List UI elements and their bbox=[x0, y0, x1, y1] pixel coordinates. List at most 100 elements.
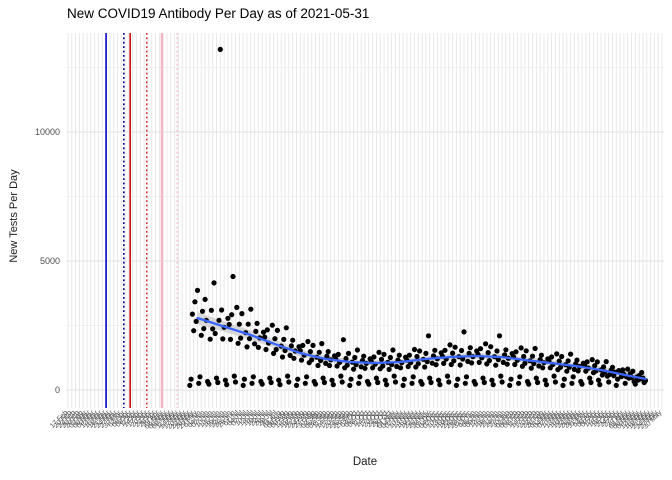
data-point bbox=[594, 359, 600, 365]
data-point bbox=[343, 355, 349, 362]
data-point bbox=[208, 307, 214, 313]
data-point bbox=[194, 287, 201, 293]
data-point bbox=[373, 375, 379, 381]
data-point bbox=[253, 328, 259, 334]
data-point bbox=[288, 343, 294, 349]
data-point bbox=[309, 357, 315, 363]
data-point bbox=[516, 380, 522, 386]
data-point bbox=[518, 345, 524, 351]
data-point bbox=[238, 335, 244, 341]
data-point bbox=[477, 346, 484, 352]
data-point bbox=[538, 352, 545, 358]
data-point bbox=[574, 357, 580, 363]
data-point bbox=[603, 359, 609, 365]
data-point bbox=[215, 379, 221, 386]
data-point bbox=[262, 334, 268, 340]
data-point bbox=[526, 381, 532, 387]
data-point bbox=[472, 381, 478, 387]
data-point bbox=[274, 327, 280, 333]
data-point bbox=[254, 320, 260, 326]
data-point bbox=[498, 373, 504, 379]
data-point bbox=[455, 376, 461, 382]
data-point bbox=[447, 342, 453, 348]
data-point bbox=[622, 380, 628, 386]
data-point bbox=[229, 312, 235, 318]
data-point bbox=[267, 375, 273, 381]
data-point bbox=[387, 354, 393, 361]
data-point bbox=[290, 337, 296, 343]
data-point bbox=[315, 362, 321, 369]
data-point bbox=[271, 350, 277, 356]
data-point bbox=[321, 379, 327, 386]
data-point bbox=[264, 327, 270, 333]
data-point bbox=[535, 379, 541, 386]
data-point bbox=[380, 363, 386, 369]
data-point bbox=[202, 296, 208, 302]
data-point bbox=[496, 333, 503, 339]
data-point bbox=[329, 377, 335, 383]
data-point bbox=[414, 353, 420, 360]
data-point bbox=[382, 377, 388, 383]
data-point bbox=[457, 362, 463, 368]
data-point bbox=[338, 373, 344, 379]
data-point bbox=[216, 317, 222, 323]
data-point bbox=[235, 340, 241, 346]
data-point bbox=[554, 351, 560, 357]
data-point bbox=[552, 379, 559, 385]
data-point bbox=[207, 336, 213, 342]
data-point bbox=[348, 376, 354, 382]
data-point bbox=[466, 350, 472, 356]
data-point bbox=[213, 375, 220, 381]
data-point bbox=[425, 333, 432, 339]
data-point bbox=[597, 382, 603, 388]
data-point bbox=[295, 376, 301, 382]
data-point bbox=[507, 382, 513, 388]
data-point bbox=[613, 382, 619, 388]
event-vlines bbox=[105, 33, 178, 408]
data-point bbox=[300, 342, 306, 348]
data-point bbox=[298, 357, 305, 363]
data-point bbox=[366, 381, 372, 387]
data-point bbox=[579, 381, 585, 387]
data-point bbox=[551, 373, 557, 379]
data-point bbox=[316, 349, 322, 355]
data-point bbox=[559, 353, 565, 360]
data-point bbox=[371, 354, 377, 360]
data-point bbox=[587, 375, 593, 381]
data-point bbox=[620, 367, 626, 373]
data-point bbox=[248, 306, 254, 312]
data-point bbox=[575, 368, 581, 374]
gridlines bbox=[66, 33, 664, 408]
data-point bbox=[220, 336, 226, 342]
data-point bbox=[196, 380, 202, 386]
data-point bbox=[441, 360, 447, 366]
data-point bbox=[323, 360, 329, 366]
data-point bbox=[345, 350, 352, 356]
data-point bbox=[222, 377, 228, 383]
data-point bbox=[531, 361, 537, 367]
data-point bbox=[188, 376, 194, 382]
data-point bbox=[351, 366, 357, 372]
data-point bbox=[354, 347, 360, 353]
data-point bbox=[512, 361, 518, 368]
data-point bbox=[417, 348, 423, 354]
data-point bbox=[293, 382, 300, 388]
data-point bbox=[595, 377, 602, 383]
data-point bbox=[570, 374, 576, 380]
data-point bbox=[568, 351, 574, 357]
data-point bbox=[307, 349, 313, 355]
data-point bbox=[340, 337, 346, 343]
data-point bbox=[391, 373, 397, 379]
data-point bbox=[467, 345, 473, 351]
data-point bbox=[557, 364, 564, 370]
data-point bbox=[397, 365, 404, 371]
data-point bbox=[211, 280, 217, 286]
data-point bbox=[272, 336, 278, 342]
data-point bbox=[433, 362, 439, 368]
data-point bbox=[347, 382, 353, 388]
data-point bbox=[419, 381, 425, 387]
data-point bbox=[436, 377, 442, 383]
data-point bbox=[285, 373, 291, 379]
data-point bbox=[268, 379, 274, 386]
y-tick-label: 10000 bbox=[35, 127, 60, 137]
